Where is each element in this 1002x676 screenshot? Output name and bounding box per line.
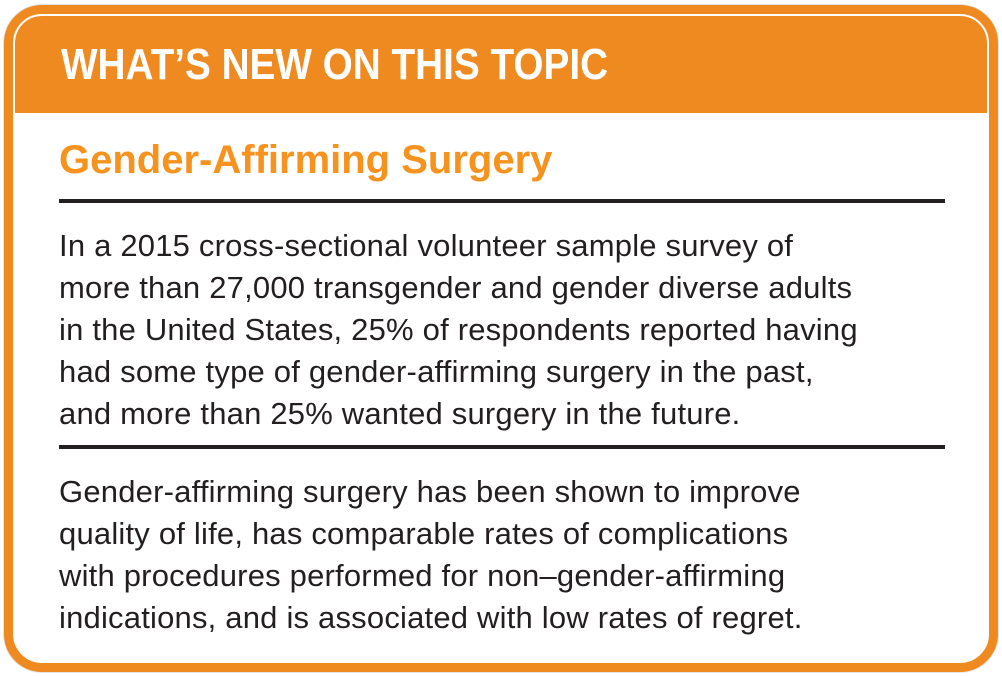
paragraph-survey-findings: In a 2015 cross-sectional volunteer samp… (59, 228, 858, 431)
card-body: Gender-Affirming Surgery In a 2015 cross… (13, 137, 989, 639)
topic-heading: Gender-Affirming Surgery (59, 138, 553, 182)
paragraph-surgery-outcomes: Gender-affirming surgery has been shown … (59, 474, 803, 635)
divider-top (59, 199, 945, 203)
divider-middle (59, 445, 945, 449)
whats-new-card: WHAT’S NEW ON THIS TOPIC Gender-Affirmin… (4, 5, 998, 672)
card-header-band: WHAT’S NEW ON THIS TOPIC (15, 16, 987, 113)
card-header-title: WHAT’S NEW ON THIS TOPIC (61, 39, 609, 89)
